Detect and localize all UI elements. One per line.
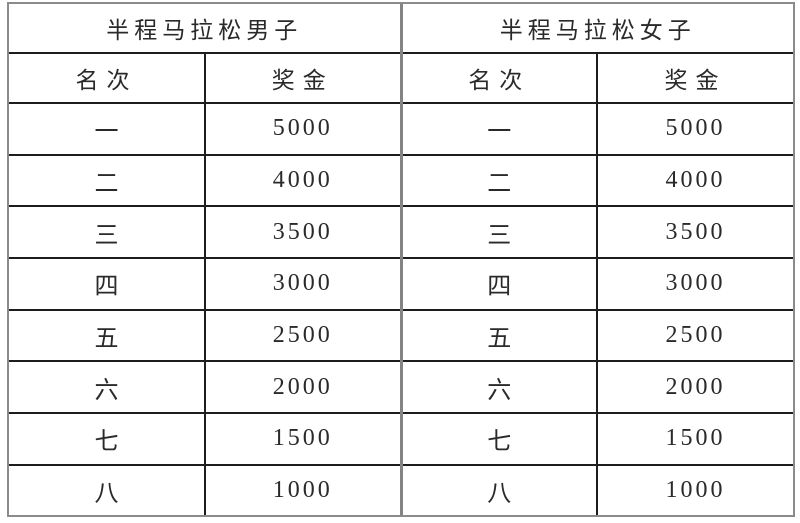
rank-cell: 五 xyxy=(400,308,598,363)
prize-cell: 3000 xyxy=(596,257,793,311)
rank-cell: 六 xyxy=(9,360,206,415)
table-row: 八 1000 八 1000 xyxy=(9,463,793,515)
prize-cell: 4000 xyxy=(596,153,793,208)
table-row-column-headers: 名次 奖金 名次 奖金 xyxy=(9,51,793,105)
rank-cell: 一 xyxy=(9,102,206,156)
prize-cell: 4000 xyxy=(204,153,403,208)
prize-cell: 3500 xyxy=(596,205,793,260)
rank-cell: 三 xyxy=(400,205,598,260)
table-row: 七 1500 七 1500 xyxy=(9,412,793,466)
table-row: 四 3000 四 3000 xyxy=(9,257,793,311)
table-row: 二 4000 二 4000 xyxy=(9,153,793,208)
prize-cell: 5000 xyxy=(596,102,793,156)
table-row-section-titles: 半程马拉松男子 半程马拉松女子 xyxy=(9,4,793,54)
rank-cell: 四 xyxy=(400,257,598,311)
column-header-rank-men: 名次 xyxy=(9,51,206,105)
rank-cell: 二 xyxy=(400,153,598,208)
rank-cell: 七 xyxy=(9,412,206,466)
column-header-prize-women: 奖金 xyxy=(596,51,793,105)
column-header-prize-men: 奖金 xyxy=(204,51,403,105)
rank-cell: 八 xyxy=(400,463,598,515)
prize-cell: 1000 xyxy=(204,463,403,515)
column-header-rank-women: 名次 xyxy=(400,51,598,105)
prize-cell: 5000 xyxy=(204,102,403,156)
rank-cell: 四 xyxy=(9,257,206,311)
rank-cell: 三 xyxy=(9,205,206,260)
half-marathon-prize-table: 半程马拉松男子 半程马拉松女子 名次 奖金 名次 奖金 一 5000 一 500… xyxy=(9,4,793,515)
table-row: 五 2500 五 2500 xyxy=(9,308,793,363)
table-row: 三 3500 三 3500 xyxy=(9,205,793,260)
prize-cell: 3500 xyxy=(204,205,403,260)
section-title-men: 半程马拉松男子 xyxy=(9,4,403,54)
prize-cell: 2000 xyxy=(204,360,403,415)
table-row: 六 2000 六 2000 xyxy=(9,360,793,415)
prize-cell: 1500 xyxy=(596,412,793,466)
prize-cell: 1000 xyxy=(596,463,793,515)
rank-cell: 二 xyxy=(9,153,206,208)
rank-cell: 七 xyxy=(400,412,598,466)
section-title-women: 半程马拉松女子 xyxy=(400,4,793,54)
rank-cell: 八 xyxy=(9,463,206,515)
rank-cell: 一 xyxy=(400,102,598,156)
prize-cell: 2000 xyxy=(596,360,793,415)
prize-cell: 2500 xyxy=(596,308,793,363)
table-row: 一 5000 一 5000 xyxy=(9,102,793,156)
prize-cell: 2500 xyxy=(204,308,403,363)
prize-cell: 3000 xyxy=(204,257,403,311)
prize-money-table: 半程马拉松男子 半程马拉松女子 名次 奖金 名次 奖金 一 5000 一 500… xyxy=(7,2,795,517)
rank-cell: 五 xyxy=(9,308,206,363)
prize-cell: 1500 xyxy=(204,412,403,466)
rank-cell: 六 xyxy=(400,360,598,415)
